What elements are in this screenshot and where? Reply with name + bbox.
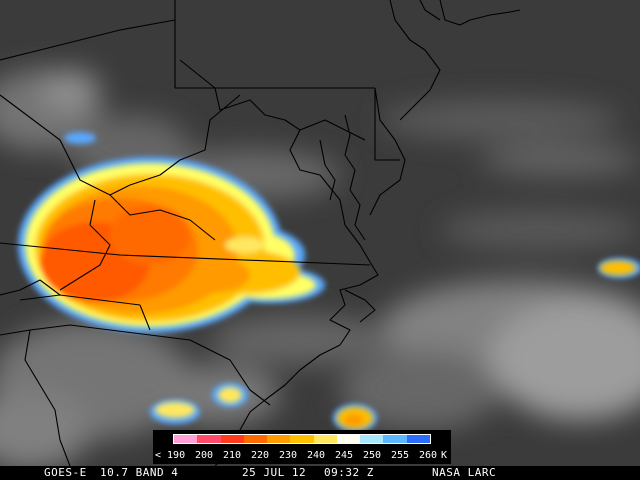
colorbar-swatch [313,435,337,443]
satellite-image [0,0,640,466]
colorbar-label-1: 200 [195,450,214,461]
colorbar-swatch [290,435,314,443]
colorbar-swatch [406,435,430,443]
colorbar-label-8: 255 [391,450,410,461]
colorbar-label-2: 210 [223,450,242,461]
colorbar-swatch [197,435,221,443]
colorbar-label-6: 245 [335,450,354,461]
colorbar-label-4: 230 [279,450,298,461]
colorbar-label-3: 220 [251,450,270,461]
temperature-colorbar: < 190 200 210 220 230 240 245 250 255 26… [153,430,451,464]
image-caption-bar: GOES-E 10.7 BAND 4 25 JUL 12 09:32 Z NAS… [0,466,640,480]
colorbar-swatch [383,435,407,443]
satellite-name: GOES-E [44,466,87,479]
colorbar-swatch [360,435,384,443]
colorbar-gradient [173,434,431,444]
colorbar-swatch [267,435,291,443]
state-boundaries [0,0,521,466]
colorbar-swatch [336,435,361,443]
colorbar-swatch [243,435,268,443]
gray-clouds [0,70,640,466]
date-label: 25 JUL 12 [242,466,307,479]
time-label: 09:32 Z [324,466,374,479]
colorbar-swatch [220,435,244,443]
colorbar-label-5: 240 [307,450,326,461]
band-label: 10.7 BAND 4 [100,466,179,479]
colorbar-label-7: 250 [363,450,382,461]
colorbar-label-unit: K [441,450,448,461]
colorbar-label-9: 260 [419,450,438,461]
colorbar-label-0: < 190 [155,450,186,461]
credit-label: NASA LARC [432,466,497,479]
colorbar-swatch [174,435,198,443]
